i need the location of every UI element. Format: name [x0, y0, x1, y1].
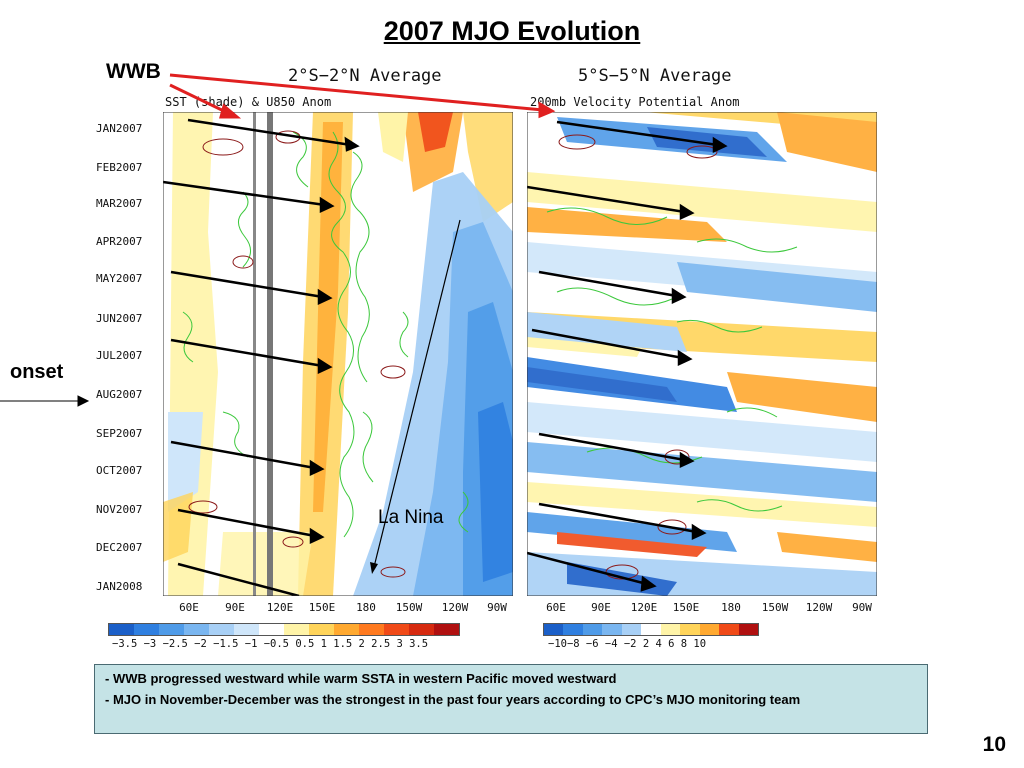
colorbar-swatch	[334, 624, 359, 635]
x-tick-label: 120W	[805, 601, 833, 614]
x-tick-label: 120E	[630, 601, 658, 614]
colorbar-swatch	[719, 624, 739, 635]
colorbar-swatch	[109, 624, 134, 635]
colorbar-swatch	[680, 624, 700, 635]
colorbar-swatch	[409, 624, 434, 635]
colorbar-swatch	[209, 624, 234, 635]
x-tick-label: 120E	[266, 601, 294, 614]
colorbar-swatch	[641, 624, 661, 635]
x-tick-label: 60E	[179, 601, 199, 614]
colorbar-swatch	[563, 624, 583, 635]
left-panel-subtitle: 2°S−2°N Average	[288, 66, 442, 86]
summary-line: - WWB progressed westward while warm SST…	[105, 671, 617, 686]
y-tick-label: MAR2007	[96, 197, 143, 210]
x-tick-label: 60E	[546, 601, 566, 614]
left-colorbar-ticks: −3.5 −3 −2.5 −2 −1.5 −1 −0.5 0.5 1 1.5 2…	[112, 638, 429, 650]
x-tick-label: 90W	[852, 601, 872, 614]
colorbar-swatch	[544, 624, 564, 635]
right-hovmoller-panel	[527, 112, 877, 596]
y-tick-label: AUG2007	[96, 388, 143, 401]
left-colorbar	[108, 623, 460, 636]
colorbar-swatch	[234, 624, 259, 635]
y-tick-label: OCT2007	[96, 464, 143, 477]
colorbar-swatch	[159, 624, 184, 635]
y-tick-label: APR2007	[96, 235, 143, 248]
summary-line: - MJO in November-December was the stron…	[105, 692, 801, 707]
colorbar-swatch	[738, 624, 758, 635]
left-panel-label: SST (shade) & U850 Anom	[165, 95, 332, 109]
y-tick-label: JUN2007	[96, 312, 143, 325]
colorbar-swatch	[434, 624, 459, 635]
right-panel-label: 200mb Velocity Potential Anom	[530, 95, 740, 109]
y-tick-label: NOV2007	[96, 503, 143, 516]
y-tick-label: DEC2007	[96, 541, 143, 554]
x-tick-label: 90W	[487, 601, 507, 614]
y-tick-label: SEP2007	[96, 427, 143, 440]
colorbar-swatch	[582, 624, 603, 635]
x-tick-label: 150E	[308, 601, 336, 614]
left-hovmoller-panel	[163, 112, 513, 596]
colorbar-swatch	[259, 624, 284, 635]
colorbar-swatch	[384, 624, 409, 635]
x-tick-label: 120W	[441, 601, 469, 614]
colorbar-swatch	[284, 624, 309, 635]
y-tick-label: JAN2008	[96, 580, 143, 593]
colorbar-swatch	[660, 624, 681, 635]
colorbar-swatch	[134, 624, 159, 635]
x-tick-label: 180	[356, 601, 376, 614]
x-tick-label: 150W	[395, 601, 423, 614]
colorbar-swatch	[621, 624, 642, 635]
y-tick-label: JAN2007	[96, 122, 143, 135]
x-tick-label: 150E	[672, 601, 700, 614]
colorbar-swatch	[699, 624, 720, 635]
y-tick-label: FEB2007	[96, 161, 143, 174]
x-tick-label: 90E	[591, 601, 611, 614]
wwb-callout: WWB	[106, 60, 161, 83]
summary-box: - WWB progressed westward while warm SST…	[94, 664, 928, 734]
y-tick-label: MAY2007	[96, 272, 143, 285]
onset-callout: onset	[10, 361, 64, 383]
page-title: 2007 MJO Evolution	[383, 16, 641, 46]
page-number: 10	[982, 733, 1006, 756]
x-tick-label: 180	[721, 601, 741, 614]
la-nina-callout: La Nina	[378, 507, 444, 528]
colorbar-swatch	[359, 624, 384, 635]
right-colorbar-ticks: −10−8 −6 −4 −2 2 4 6 8 10	[548, 638, 707, 650]
colorbar-swatch	[602, 624, 622, 635]
right-colorbar	[543, 623, 759, 636]
y-tick-label: JUL2007	[96, 349, 143, 362]
colorbar-swatch	[309, 624, 334, 635]
right-panel-subtitle: 5°S−5°N Average	[578, 66, 732, 86]
colorbar-swatch	[184, 624, 209, 635]
x-tick-label: 150W	[761, 601, 789, 614]
x-tick-label: 90E	[225, 601, 245, 614]
